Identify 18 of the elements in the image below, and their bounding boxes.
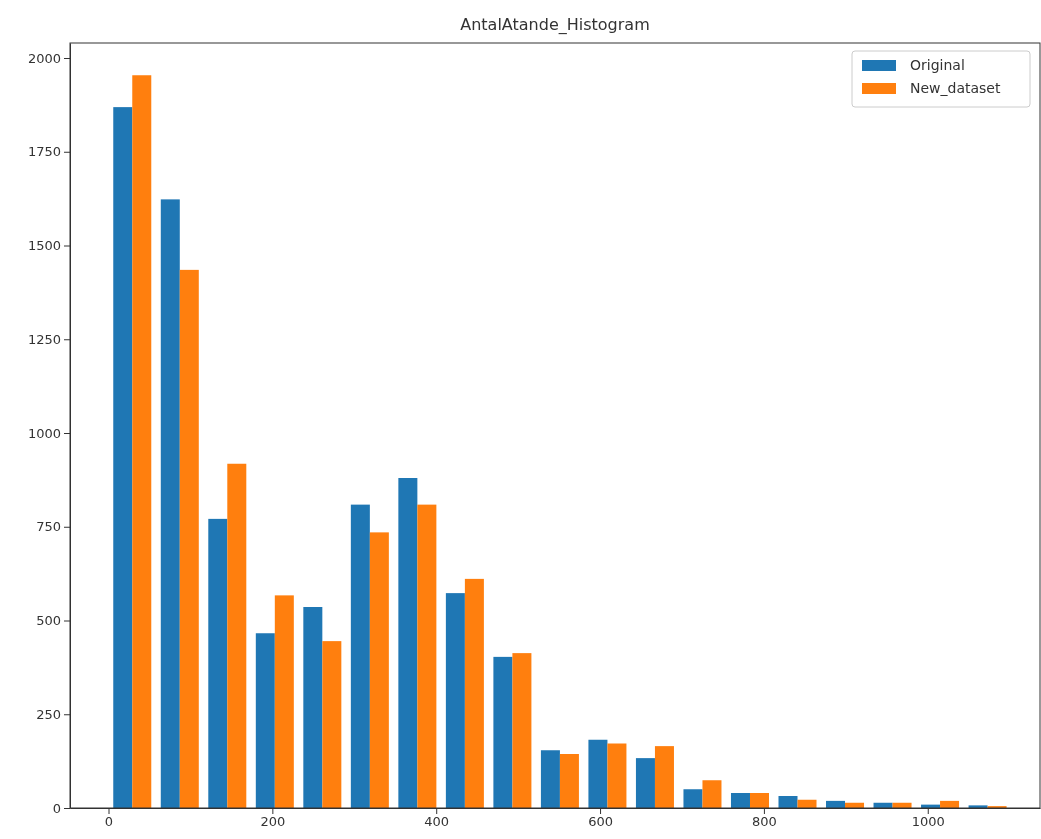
legend-label: New_dataset bbox=[910, 80, 1001, 96]
y-tick-label: 250 bbox=[36, 706, 61, 722]
x-tick-label: 600 bbox=[588, 814, 613, 830]
x-tick-label: 800 bbox=[752, 814, 777, 830]
y-tick-label: 2000 bbox=[27, 50, 61, 66]
legend-label: Original bbox=[910, 57, 965, 73]
y-tick-label: 1000 bbox=[27, 425, 61, 441]
y-tick-label: 750 bbox=[36, 519, 61, 535]
x-tick-label: 1000 bbox=[911, 814, 945, 830]
y-tick-label: 1500 bbox=[27, 238, 61, 254]
x-tick-label: 400 bbox=[424, 814, 450, 830]
y-tick-label: 500 bbox=[36, 613, 61, 629]
x-tick-label: 0 bbox=[104, 814, 114, 830]
x-tick-label: 200 bbox=[260, 814, 286, 830]
y-tick-label: 1750 bbox=[27, 144, 61, 160]
chart-title: AntalAtande_Histogram bbox=[460, 15, 650, 35]
y-tick-label: 0 bbox=[52, 800, 61, 816]
y-tick-label: 1250 bbox=[27, 331, 61, 347]
